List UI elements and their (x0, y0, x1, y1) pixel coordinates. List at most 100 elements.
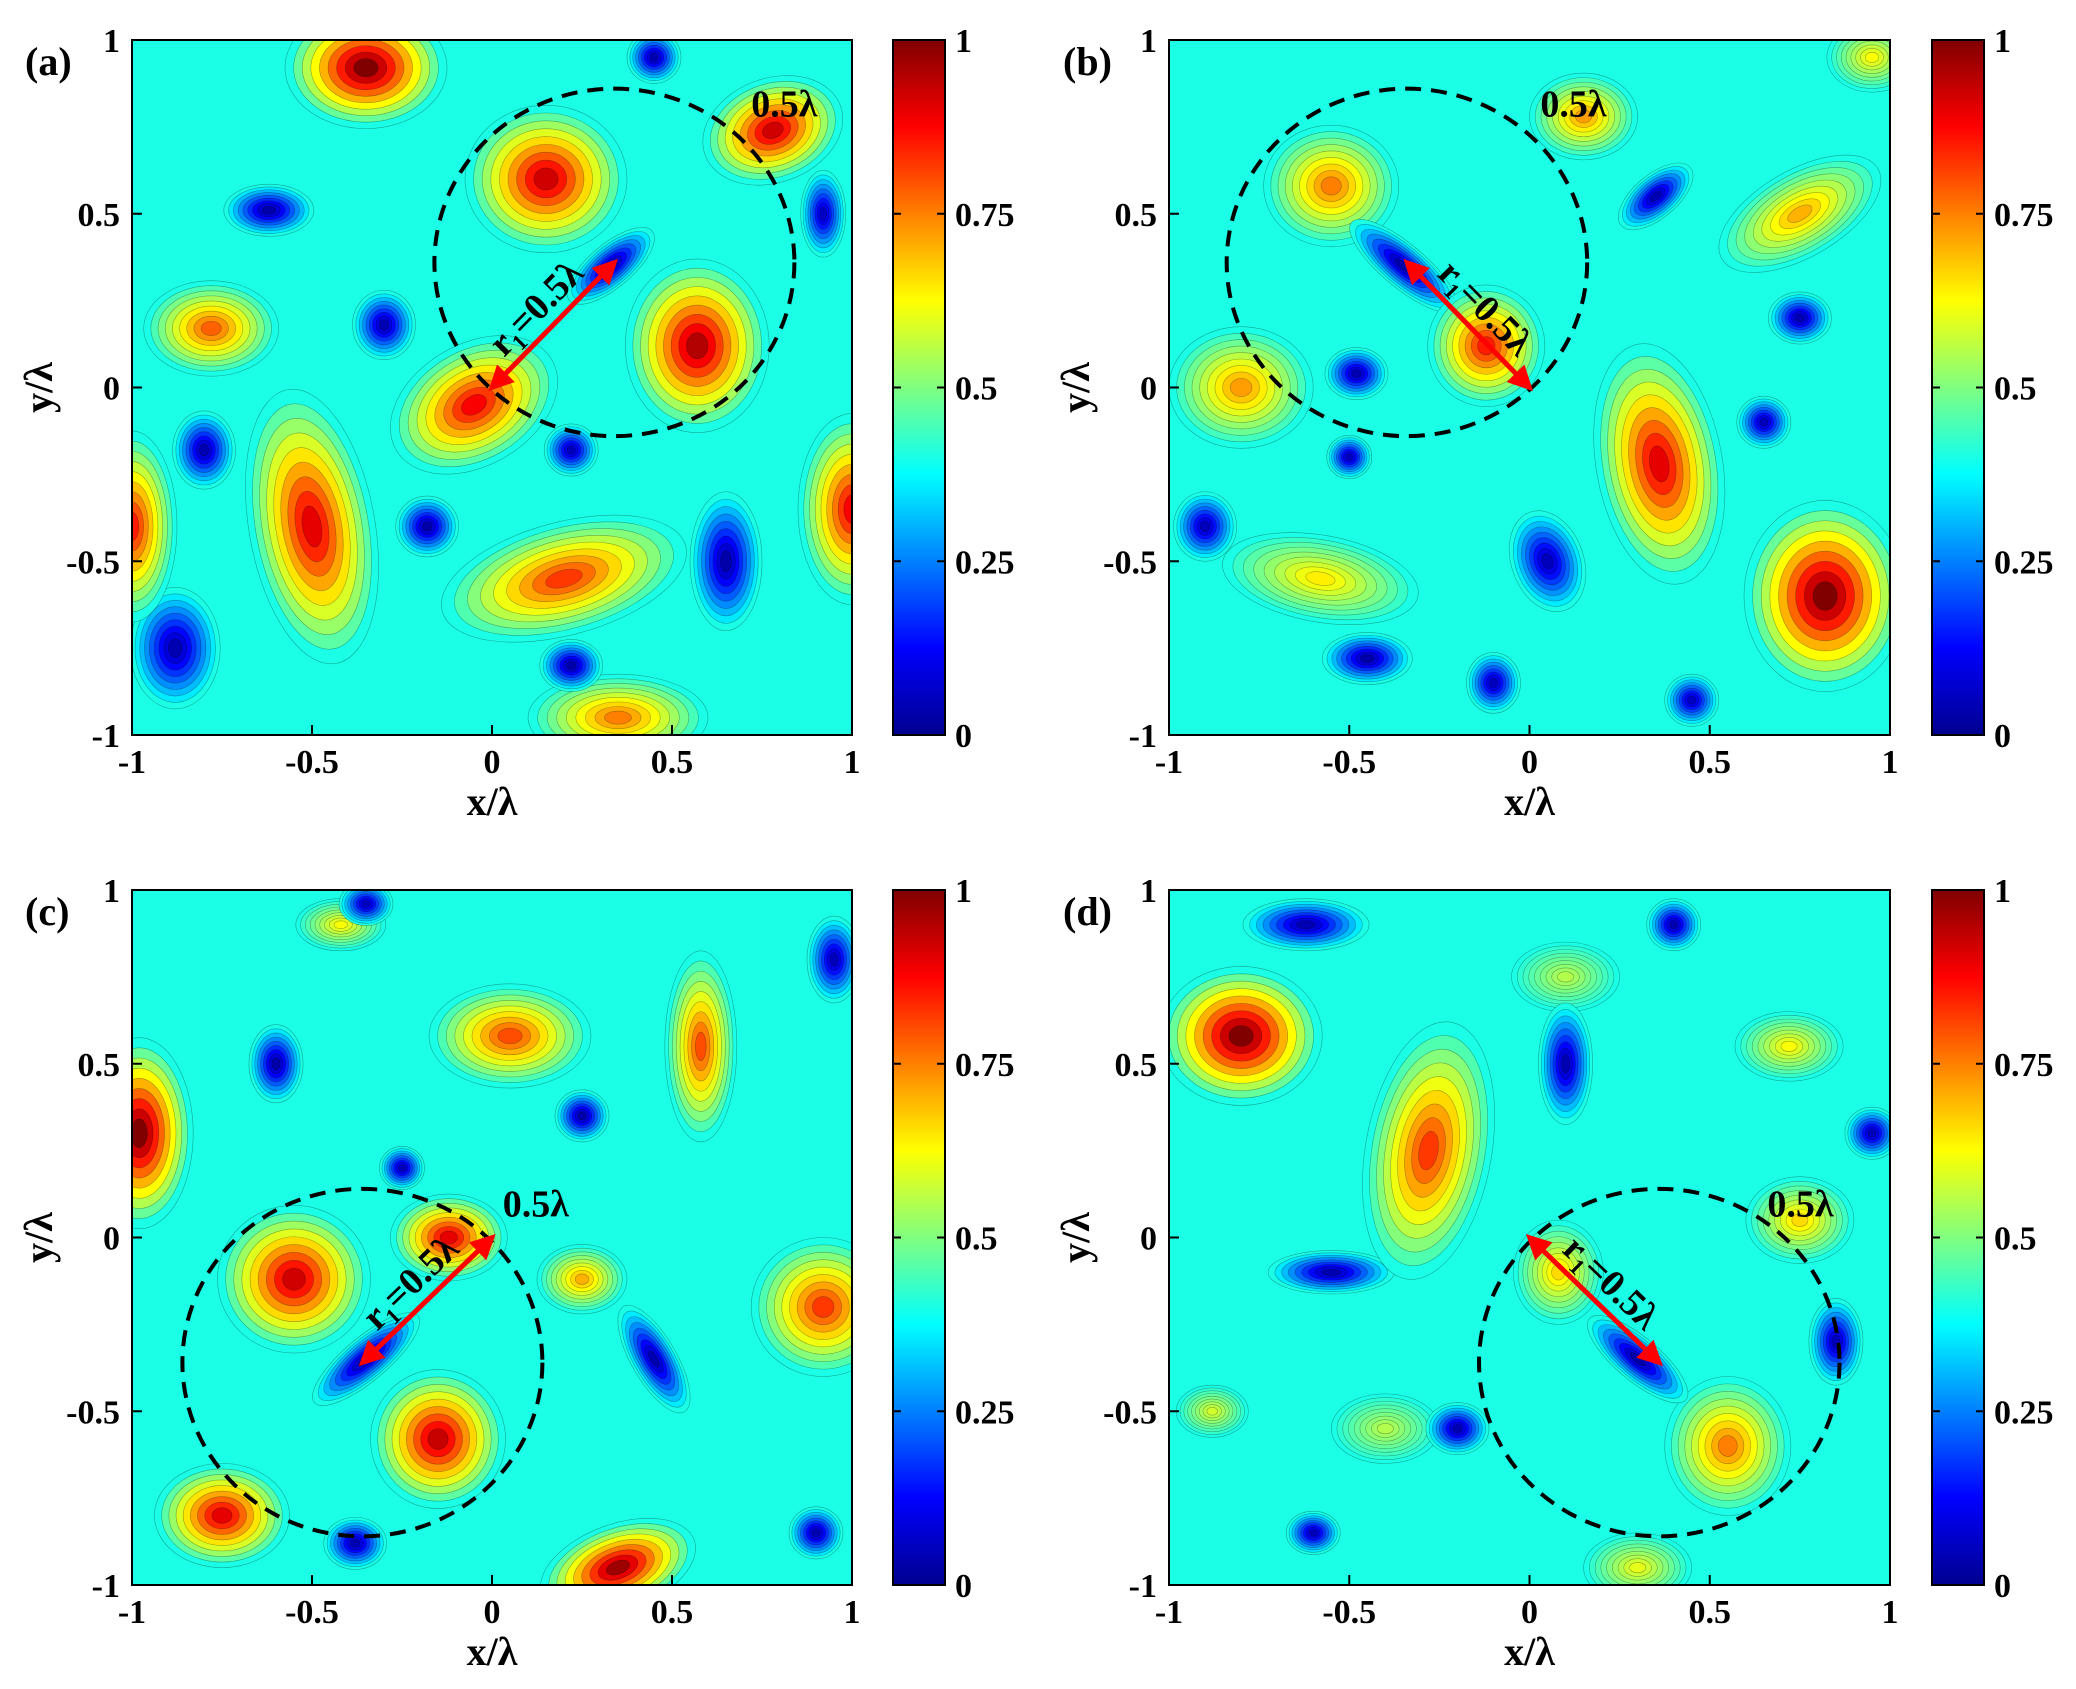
panel-label: (c) (25, 889, 69, 934)
colorbar-gradient (892, 889, 946, 1586)
contour-level (1629, 1562, 1647, 1574)
contour-level (1687, 696, 1697, 705)
heatmap-blob (1285, 1510, 1341, 1555)
heatmap-blob (1734, 1011, 1844, 1082)
heatmap-blob (1169, 966, 1323, 1106)
y-axis-label: y/λ (16, 1212, 61, 1263)
colorbar-tick-label: 1 (955, 873, 972, 910)
contour-level (648, 1350, 660, 1368)
heatmap-blob (1718, 154, 1882, 273)
heatmap-blob (154, 1463, 290, 1568)
heatmap-blob (1508, 510, 1587, 613)
x-tick-label: -1 (118, 744, 146, 781)
colorbar-tick-label: 0.5 (955, 371, 998, 408)
heatmap-blob (806, 915, 852, 1004)
circle-label: 0.5λ (503, 1184, 570, 1226)
x-tick-label: 1 (1882, 744, 1899, 781)
colorbar-tick-label: 1 (1994, 23, 2011, 60)
contour-level (1794, 313, 1805, 323)
y-tick-label: -0.5 (66, 1394, 120, 1431)
heatmap-blob (1583, 1532, 1693, 1585)
heatmap-blob (536, 1244, 628, 1315)
contour-level (1345, 453, 1353, 461)
y-tick-label: 0.5 (1115, 1047, 1158, 1084)
y-tick-label: -1 (92, 1568, 120, 1605)
contour-level (606, 1559, 630, 1576)
colorbar: 0 0.25 0.5 0.75 1 (892, 873, 1015, 1605)
circle-label: 0.5λ (1540, 83, 1607, 125)
contour-level (200, 320, 222, 336)
contour-level (333, 920, 348, 929)
heatmap-blob (248, 1024, 304, 1104)
y-tick-label: -0.5 (1103, 1394, 1157, 1431)
x-tick-label: -1 (1155, 744, 1183, 781)
contour-level (398, 1164, 406, 1172)
colorbar-tick-label: 0.75 (1994, 197, 2054, 234)
x-tick-label: -0.5 (1322, 744, 1376, 781)
heatmap-blob (664, 950, 738, 1143)
heatmap-blob (441, 514, 687, 643)
x-tick-label: 0.5 (1689, 1594, 1732, 1631)
y-tick-label: 0.5 (1115, 197, 1158, 234)
x-tick-label: 1 (1882, 1594, 1899, 1631)
heatmap-blob (132, 1037, 194, 1230)
colorbar-tick-label: 1 (955, 23, 972, 60)
heatmap-blob (1768, 291, 1832, 345)
panel-label: (d) (1063, 889, 1112, 934)
x-tick-label: 0 (484, 1594, 501, 1631)
heatmap-blob (1808, 1298, 1864, 1386)
colorbar-tick-label: 0 (955, 1568, 972, 1605)
radius-arrow (358, 1234, 496, 1367)
contour-level (1864, 51, 1880, 63)
heatmap-blob (750, 1237, 852, 1377)
panel-2: r₁=0.5λ0.5λ-1 -0.5 0 0.5 1-1-0.500.51x/λy/λ(… (1053, 23, 2054, 824)
contour-level (1718, 1435, 1738, 1457)
y-tick-label: -1 (1129, 1568, 1157, 1605)
contour-level (282, 1267, 306, 1291)
heatmap-blob (245, 388, 379, 665)
heatmap-blob (1326, 434, 1373, 480)
colorbar-tick-label: 0.75 (1994, 1047, 2054, 1084)
heatmap-blob (797, 413, 852, 605)
heatmap-blob (1242, 898, 1370, 952)
colorbar-tick-label: 0.5 (955, 1221, 998, 1258)
contour-level (422, 521, 433, 532)
contour-level (533, 167, 559, 191)
heatmap-blob (1222, 532, 1419, 626)
x-axis-label: x/λ (467, 1629, 518, 1674)
colorbar: 0 0.25 0.5 0.75 1 (1931, 873, 2054, 1605)
x-tick-label: 0 (1521, 1594, 1538, 1631)
heatmap-blob (1593, 343, 1726, 585)
contour-level (132, 1118, 148, 1148)
y-tick-label: -1 (1129, 718, 1157, 755)
heatmap-blob (1736, 395, 1792, 449)
contour-level (811, 1528, 821, 1538)
heatmap-blob (323, 1516, 388, 1570)
radius-circle (180, 1186, 545, 1539)
contour-level (1867, 1129, 1877, 1138)
contour-level (1296, 920, 1316, 929)
heatmap-blob (1511, 941, 1620, 1012)
heatmap-blob (702, 75, 844, 186)
y-tick-label: 0 (103, 1221, 120, 1258)
contour-level (1206, 1407, 1218, 1416)
radius-circle (1477, 1186, 1842, 1539)
x-tick-label: 0.5 (651, 1594, 694, 1631)
y-axis-label: y/λ (1053, 1212, 1098, 1263)
heatmap-blob (543, 423, 599, 477)
contour-level (1228, 1025, 1254, 1047)
circle-label: 0.5λ (751, 83, 818, 125)
contour-level (695, 1031, 707, 1062)
heatmap-blob (338, 890, 394, 926)
heatmap-blob (1618, 162, 1694, 231)
panel-4: r₁=0.5λ0.5λ-1 -0.5 0 0.5 1-1-0.500.51x/λy/λ(… (1053, 873, 2054, 1674)
contour-level (829, 952, 839, 967)
contour-level (461, 394, 487, 416)
contour-level (1308, 1529, 1318, 1537)
contour-level (762, 121, 784, 139)
heatmap-blob (1425, 1402, 1490, 1455)
contour-level (361, 900, 371, 908)
radius-circle (1224, 86, 1590, 439)
colorbar-gradient (1931, 889, 1985, 1586)
